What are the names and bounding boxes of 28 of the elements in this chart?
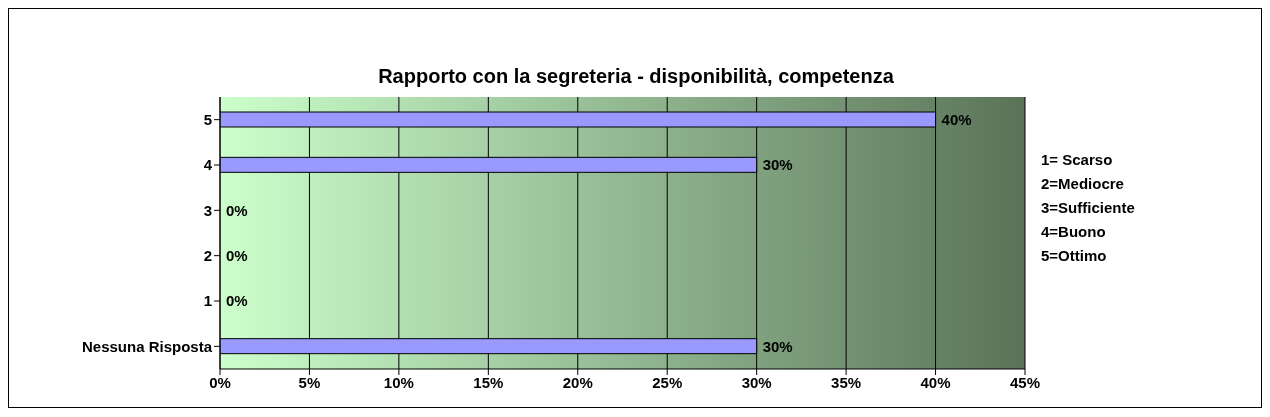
x-tick-label: 10% — [383, 373, 414, 391]
chart-title: Rapporto con la segreteria - disponibilità, competenza — [377, 65, 895, 88]
y-tick-label: 4 — [203, 156, 213, 174]
data-label: 0% — [226, 247, 248, 264]
data-label: 30% — [762, 156, 793, 174]
y-tick-label: 3 — [203, 201, 212, 219]
x-tick-label: 45% — [1009, 373, 1041, 391]
x-tick-label: 0% — [209, 373, 231, 391]
y-tick-label: 2 — [203, 246, 212, 264]
text: 5=Ottimo — [1041, 247, 1107, 264]
data-label: 0% — [226, 292, 248, 310]
x-tick-label: 5% — [298, 373, 321, 391]
y-tick-label: 5 — [203, 110, 212, 128]
text: 3=Sufficiente — [1041, 199, 1135, 216]
y-tick-label: 1 — [203, 292, 212, 310]
data-label: 0% — [226, 201, 248, 219]
y-tick-label: Nessuna Risposta — [81, 337, 213, 355]
x-tick-label: 20% — [562, 373, 593, 391]
x-tick-label: 35% — [831, 373, 862, 391]
text: 1= Scarso — [1041, 151, 1113, 168]
x-tick-label: 30% — [741, 373, 772, 391]
data-label: 40% — [941, 111, 972, 128]
x-tick-label: 40% — [920, 373, 951, 391]
text: 4=Buono — [1041, 223, 1106, 240]
x-tick-label: 25% — [652, 373, 683, 391]
data-label: 30% — [762, 337, 793, 355]
text: 2=Mediocre — [1041, 175, 1124, 192]
x-tick-label: 15% — [473, 373, 504, 391]
